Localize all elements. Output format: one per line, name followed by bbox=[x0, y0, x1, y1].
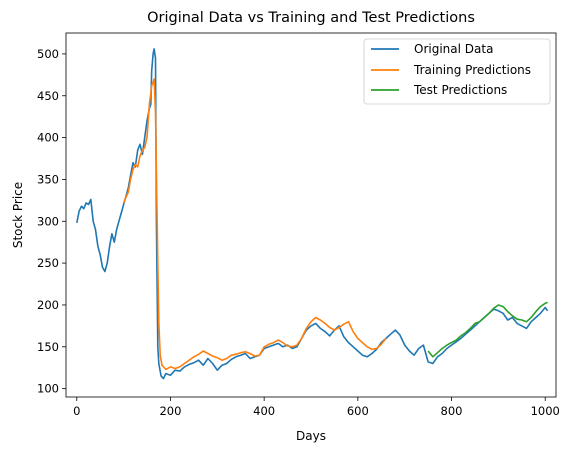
series-line-test-predictions bbox=[427, 301, 548, 358]
x-axis-ticks: 0 200 400 600 800 1000 bbox=[73, 397, 560, 418]
y-tick-label: 500 bbox=[37, 47, 59, 61]
legend-label-original-data: Original Data bbox=[414, 42, 493, 56]
y-tick-label: 200 bbox=[37, 298, 59, 312]
y-tick-label: 150 bbox=[37, 340, 59, 354]
x-tick-label: 800 bbox=[441, 404, 463, 418]
y-tick-label: 300 bbox=[37, 214, 59, 228]
x-tick-label: 600 bbox=[347, 404, 369, 418]
x-tick-label: 400 bbox=[253, 404, 275, 418]
y-axis-ticks: 100 150 200 250 300 350 400 450 500 bbox=[37, 47, 66, 396]
legend: Original Data Training Predictions Test … bbox=[363, 38, 551, 105]
legend-box bbox=[363, 38, 551, 105]
x-tick-label: 1000 bbox=[531, 404, 560, 418]
y-tick-label: 400 bbox=[37, 131, 59, 145]
legend-label-test-predictions: Test Predictions bbox=[413, 83, 507, 97]
x-tick-label: 200 bbox=[159, 404, 181, 418]
plot-frame bbox=[65, 32, 557, 398]
y-axis-label: Stock Price bbox=[11, 182, 25, 248]
series-line-training-predictions bbox=[122, 78, 387, 371]
x-tick-label: 0 bbox=[73, 404, 80, 418]
y-tick-label: 350 bbox=[37, 172, 59, 186]
series-layer bbox=[76, 48, 549, 380]
y-tick-label: 450 bbox=[37, 89, 59, 103]
x-axis-label: Days bbox=[296, 429, 326, 443]
y-tick-label: 100 bbox=[37, 382, 59, 396]
y-tick-label: 250 bbox=[37, 256, 59, 270]
chart-title: Original Data vs Training and Test Predi… bbox=[147, 10, 475, 26]
legend-label-training-predictions: Training Predictions bbox=[413, 63, 531, 77]
